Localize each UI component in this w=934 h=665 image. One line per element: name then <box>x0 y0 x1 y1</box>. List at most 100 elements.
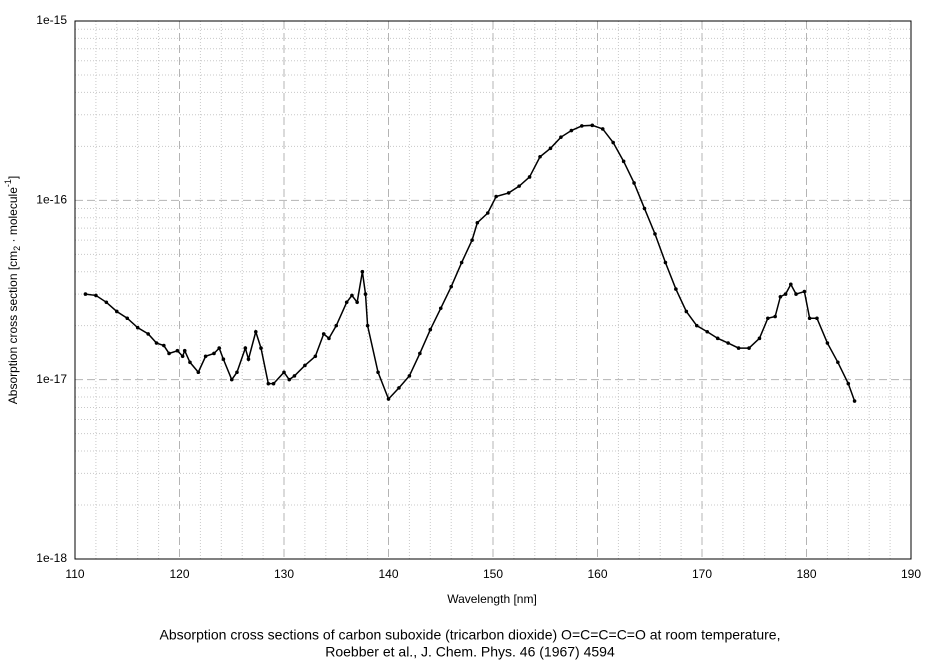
data-point <box>485 211 490 215</box>
data-point <box>736 346 741 350</box>
data-point <box>538 154 542 159</box>
data-point <box>807 316 812 321</box>
data-point <box>438 306 443 311</box>
data-point <box>590 123 595 128</box>
data-point <box>548 146 553 151</box>
data-point <box>188 360 192 365</box>
data-point <box>789 282 793 287</box>
data-point <box>569 128 574 133</box>
data-point <box>653 232 657 236</box>
data-point <box>611 140 615 145</box>
data-point <box>580 124 584 128</box>
data-point <box>253 329 258 334</box>
data-point <box>217 346 222 350</box>
caption: Absorption cross sections of carbon subo… <box>160 627 781 643</box>
data-point <box>83 292 88 296</box>
data-point <box>470 238 474 242</box>
data-point <box>266 381 271 386</box>
data-point <box>271 381 276 386</box>
y-tick-label: 1e-17 <box>36 372 67 386</box>
data-point <box>212 351 216 356</box>
data-point <box>229 377 234 382</box>
data-point <box>203 354 208 359</box>
y-tick-label: 1e-18 <box>36 551 67 565</box>
y-tick-label: 1e-16 <box>36 193 67 207</box>
data-point <box>327 336 331 341</box>
data-point <box>376 370 380 375</box>
data-point <box>705 329 710 334</box>
data-point <box>674 287 678 291</box>
data-point <box>146 332 150 336</box>
data-point <box>407 374 412 378</box>
y-tick-label: 1e-15 <box>36 13 67 27</box>
data-point <box>397 386 401 390</box>
x-tick-label: 160 <box>587 567 607 581</box>
y-axis-label: Absorption cross section [cm2 · molecule… <box>3 176 22 404</box>
data-point <box>321 332 326 336</box>
data-point <box>313 354 318 359</box>
data-point <box>355 300 359 305</box>
data-point <box>386 397 391 401</box>
y-label-part: ] <box>6 176 20 179</box>
data-point <box>162 343 166 348</box>
data-point <box>125 316 130 321</box>
data-point <box>836 360 840 365</box>
data-point <box>726 341 730 345</box>
data-point <box>663 260 668 265</box>
data-point <box>303 363 307 368</box>
x-tick-label: 110 <box>65 567 84 581</box>
data-point <box>221 357 226 362</box>
data-point <box>246 357 251 362</box>
data-point <box>360 269 365 274</box>
data-point <box>334 323 339 328</box>
data-point <box>292 374 297 378</box>
data-point <box>104 300 109 305</box>
y-label-sub: 2 <box>12 246 22 251</box>
data-point <box>235 370 239 375</box>
caption: Roebber et al., J. Chem. Phys. 46 (1967)… <box>325 644 615 660</box>
x-tick-label: 140 <box>378 567 398 581</box>
x-axis-label: Wavelength [nm] <box>447 592 537 606</box>
data-point <box>778 294 783 299</box>
y-label-part: Absorption cross section [cm <box>6 251 20 404</box>
data-point <box>287 377 292 382</box>
data-point <box>559 135 563 139</box>
data-point <box>642 206 647 211</box>
y-label-sup: -1 <box>3 179 13 187</box>
x-tick-label: 150 <box>483 567 503 581</box>
data-point <box>115 309 119 314</box>
y-label-part: · molecule <box>6 187 20 246</box>
data-point <box>632 181 636 185</box>
data-point <box>135 325 140 330</box>
data-point <box>815 316 819 321</box>
data-point <box>182 348 187 353</box>
x-tick-label: 180 <box>796 567 816 581</box>
data-point <box>494 194 498 199</box>
data-point <box>344 300 349 305</box>
data-point <box>94 293 98 298</box>
data-point <box>757 336 762 341</box>
data-point <box>475 220 480 225</box>
data-point <box>418 351 422 356</box>
data-point <box>773 314 777 319</box>
data-point <box>825 341 830 345</box>
data-point <box>783 292 788 296</box>
data-point <box>621 159 626 164</box>
data-point <box>459 260 464 265</box>
data-point <box>794 292 798 296</box>
data-point <box>167 351 171 356</box>
plot-frame <box>74 20 912 560</box>
data-point <box>715 336 720 341</box>
data-point <box>175 348 180 353</box>
data-point <box>449 284 454 289</box>
data-point <box>180 354 185 359</box>
data-point <box>766 316 770 321</box>
data-point <box>527 175 532 179</box>
x-tick-label: 190 <box>901 567 921 581</box>
data-point <box>747 346 751 350</box>
data-point <box>259 346 263 350</box>
data-point <box>428 327 433 332</box>
x-tick-label: 120 <box>169 567 189 581</box>
